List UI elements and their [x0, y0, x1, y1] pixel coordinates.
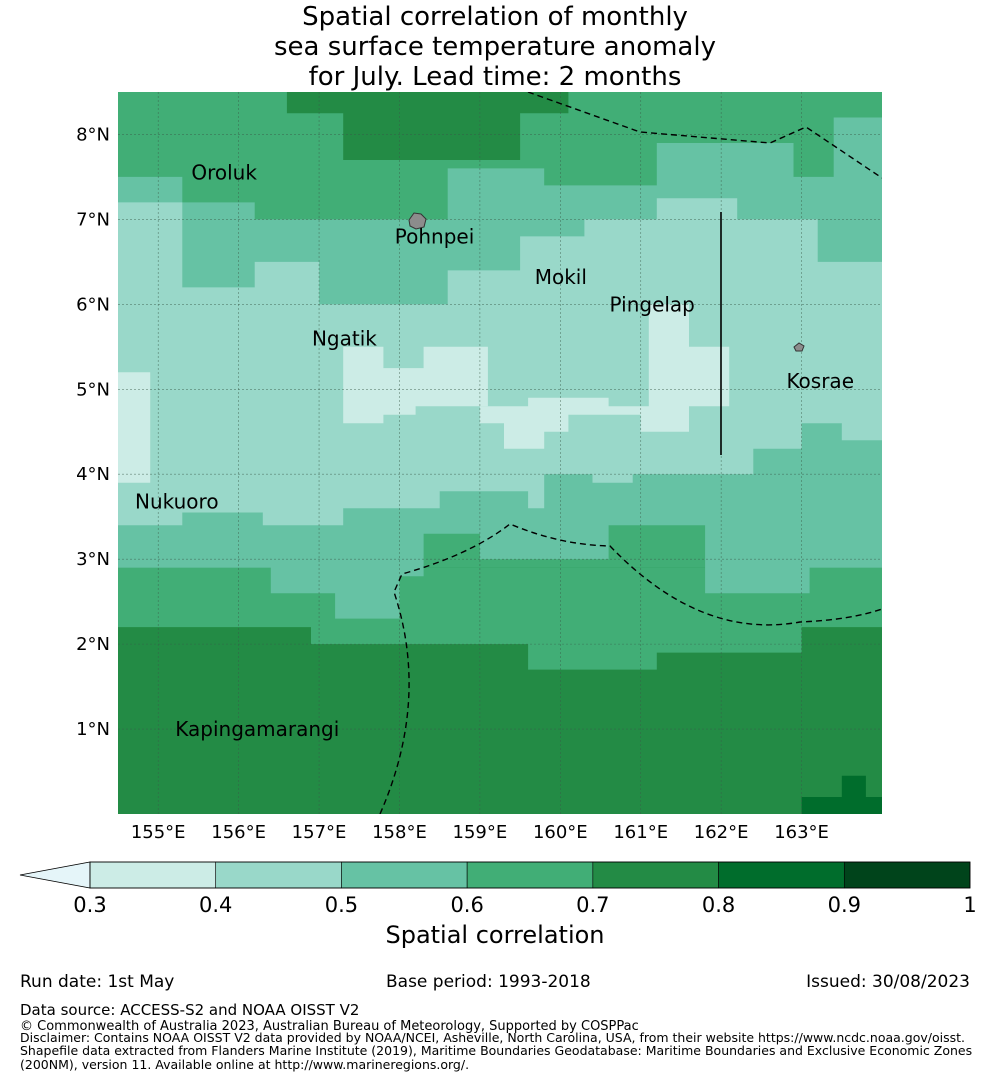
- latitude-label: 3°N: [76, 549, 110, 570]
- colorbar-tick-label: 0.9: [828, 893, 861, 917]
- colorbar-frame: [89, 861, 971, 889]
- colorbar-segment: [215, 861, 342, 889]
- place-label: Pohnpei: [395, 224, 475, 248]
- place-label: Nukuoro: [135, 489, 219, 513]
- colorbar-tick-label: 0.5: [325, 893, 358, 917]
- title-line-2: sea surface temperature anomaly: [274, 32, 716, 62]
- latitude-label: 7°N: [76, 209, 110, 230]
- latitude-label: 2°N: [76, 634, 110, 655]
- colorbar-tick-label: 0.3: [73, 893, 106, 917]
- issued-date: Issued: 30/08/2023: [806, 972, 970, 992]
- colorbar-segment: [592, 861, 719, 889]
- latitude-label: 5°N: [76, 379, 110, 400]
- colorbar-segment: [843, 861, 971, 889]
- correlation-region: [118, 198, 882, 526]
- copyright: © Commonwealth of Australia 2023, Austra…: [20, 1019, 639, 1034]
- latitude-label: 1°N: [76, 719, 110, 740]
- longitude-label: 162°E: [694, 822, 749, 843]
- latitude-label: 4°N: [76, 464, 110, 485]
- place-label: Ngatik: [312, 326, 377, 350]
- correlation-field: [118, 92, 882, 814]
- base-period: Base period: 1993-2018: [386, 972, 591, 992]
- colorbar-segment: [466, 861, 594, 889]
- longitude-label: 160°E: [533, 822, 588, 843]
- longitude-label: 161°E: [613, 822, 668, 843]
- colorbar-tick-label: 0.4: [199, 893, 232, 917]
- colorbar-tick-label: 0.8: [702, 893, 735, 917]
- latitude-label: 6°N: [76, 294, 110, 315]
- correlation-region: [801, 775, 882, 814]
- pohnpei-island-shape: [408, 212, 427, 230]
- title-line-3: for July. Lead time: 2 months: [308, 62, 682, 92]
- longitude-label: 158°E: [372, 822, 427, 843]
- longitude-label: 163°E: [774, 822, 829, 843]
- colorbar-tick-label: 0.6: [450, 893, 483, 917]
- shapefile-credit: Shapefile data extracted from Flanders M…: [20, 1043, 973, 1072]
- colorbar-extend-arrow: [19, 861, 91, 889]
- disclaimer: Disclaimer: Contains NOAA OISST V2 data …: [20, 1030, 965, 1045]
- colorbar-tick-label: 1: [963, 893, 976, 917]
- colorbar-label: Spatial correlation: [385, 921, 605, 949]
- colorbar-segment: [341, 861, 468, 889]
- longitude-label: 155°E: [131, 822, 186, 843]
- kosrae-island-shape: [793, 342, 805, 352]
- correlation-region: [479, 304, 730, 449]
- run-date: Run date: 1st May: [20, 972, 175, 992]
- place-label: Mokil: [535, 265, 587, 289]
- longitude-label: 157°E: [292, 822, 347, 843]
- colorbar: 0.3 0.4 0.5 0.6 0.7 0.8 0.9 1: [19, 861, 977, 917]
- eez-boundary-south: [379, 523, 882, 814]
- graticule: [118, 92, 882, 814]
- place-label: Kapingamarangi: [175, 717, 339, 741]
- longitude-label: 159°E: [453, 822, 508, 843]
- correlation-region: [118, 372, 151, 483]
- place-label: Pingelap: [610, 292, 695, 316]
- title-line-1: Spatial correlation of monthly: [302, 2, 688, 32]
- latitude-label: 8°N: [76, 124, 110, 145]
- map-title: Spatial correlation of monthly sea surfa…: [0, 2, 990, 92]
- place-label: Oroluk: [191, 161, 257, 185]
- eez-boundaries: [379, 92, 882, 814]
- correlation-region: [343, 346, 488, 424]
- colorbar-tick-label: 0.7: [576, 893, 609, 917]
- longitude-labels: 155°E 156°E 157°E 158°E 159°E 160°E 161°E 162°E…: [131, 822, 829, 843]
- islands: [408, 212, 805, 352]
- place-label: Kosrae: [786, 369, 854, 393]
- place-labels: Oroluk Pohnpei Mokil Pingelap Ngatik Kosrae Nu…: [135, 161, 854, 741]
- colorbar-segment: [89, 861, 217, 889]
- longitude-label: 156°E: [211, 822, 266, 843]
- data-source: Data source: ACCESS-S2 and NOAA OISST V2: [20, 1001, 360, 1019]
- colorbar-segment: [718, 861, 845, 889]
- latitude-labels: 8°N 7°N 6°N 5°N 4°N 3°N 2°N 1°N: [76, 124, 110, 740]
